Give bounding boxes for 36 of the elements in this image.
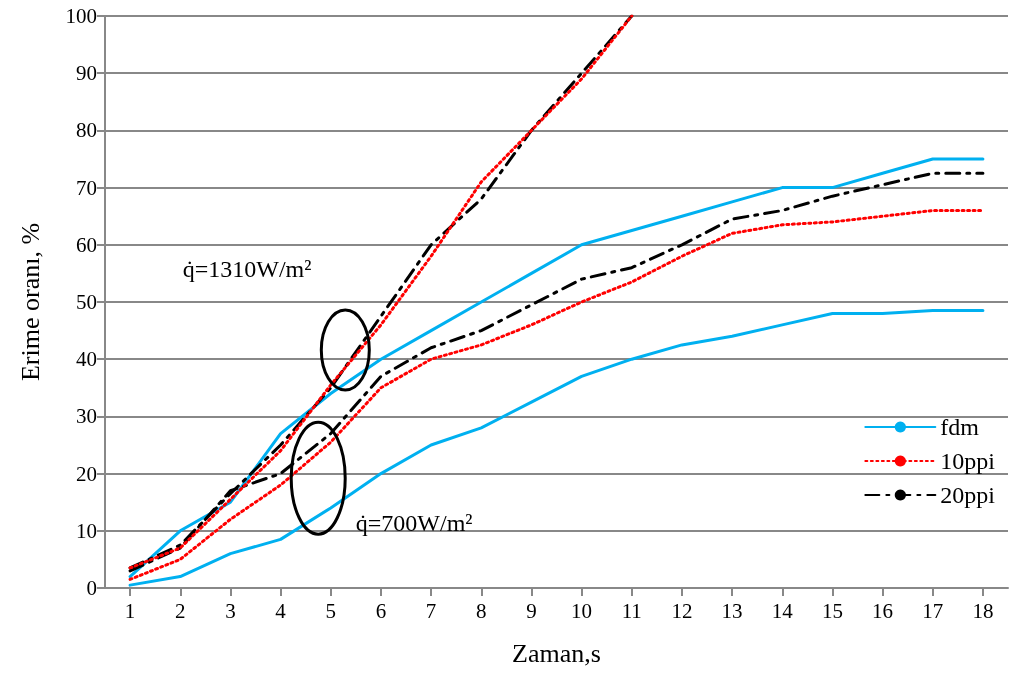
x-tick-label: 10 [571, 598, 593, 623]
y-tick-label: 40 [76, 347, 97, 372]
legend-label: fdm [940, 414, 980, 440]
y-tick-label: 80 [76, 118, 97, 143]
x-tick-label: 8 [476, 598, 487, 623]
y-tick-label: 60 [76, 232, 97, 257]
x-tick-label: 14 [771, 598, 794, 623]
y-tick-label: 30 [76, 404, 97, 429]
annotation: q̇=700W/m² [355, 509, 473, 536]
y-tick-label: 90 [76, 61, 97, 86]
x-tick-label: 1 [124, 598, 136, 623]
x-tick-label: 7 [425, 598, 437, 623]
x-tick-label: 9 [526, 598, 537, 623]
y-tick-label: 10 [76, 518, 97, 543]
y-tick-label: 0 [86, 576, 97, 600]
x-axis-title: Zaman,s [512, 638, 601, 668]
x-tick-label: 15 [821, 598, 843, 623]
y-tick-label: 100 [65, 4, 97, 28]
x-tick-label: 18 [972, 598, 994, 623]
legend-label: 20ppi [940, 482, 996, 508]
x-tick-label: 2 [175, 598, 186, 623]
x-tick-label: 3 [225, 598, 236, 623]
x-tick-label: 6 [375, 598, 387, 623]
x-tick-label: 13 [721, 598, 743, 623]
annotation: q̇=1310W/m² [182, 256, 312, 283]
x-tick-label: 4 [275, 598, 287, 623]
x-tick-label: 11 [621, 598, 642, 623]
y-tick-label: 50 [76, 290, 97, 314]
y-axis-title: Erime oranı, % [15, 222, 45, 382]
x-tick-label: 16 [872, 598, 894, 623]
x-tick-label: 12 [671, 598, 693, 623]
legend-label: 10ppi [940, 448, 996, 474]
x-tick-label: 17 [922, 598, 944, 623]
y-tick-label: 20 [76, 461, 97, 486]
x-tick-label: 5 [325, 598, 336, 623]
y-tick-label: 70 [76, 175, 97, 200]
